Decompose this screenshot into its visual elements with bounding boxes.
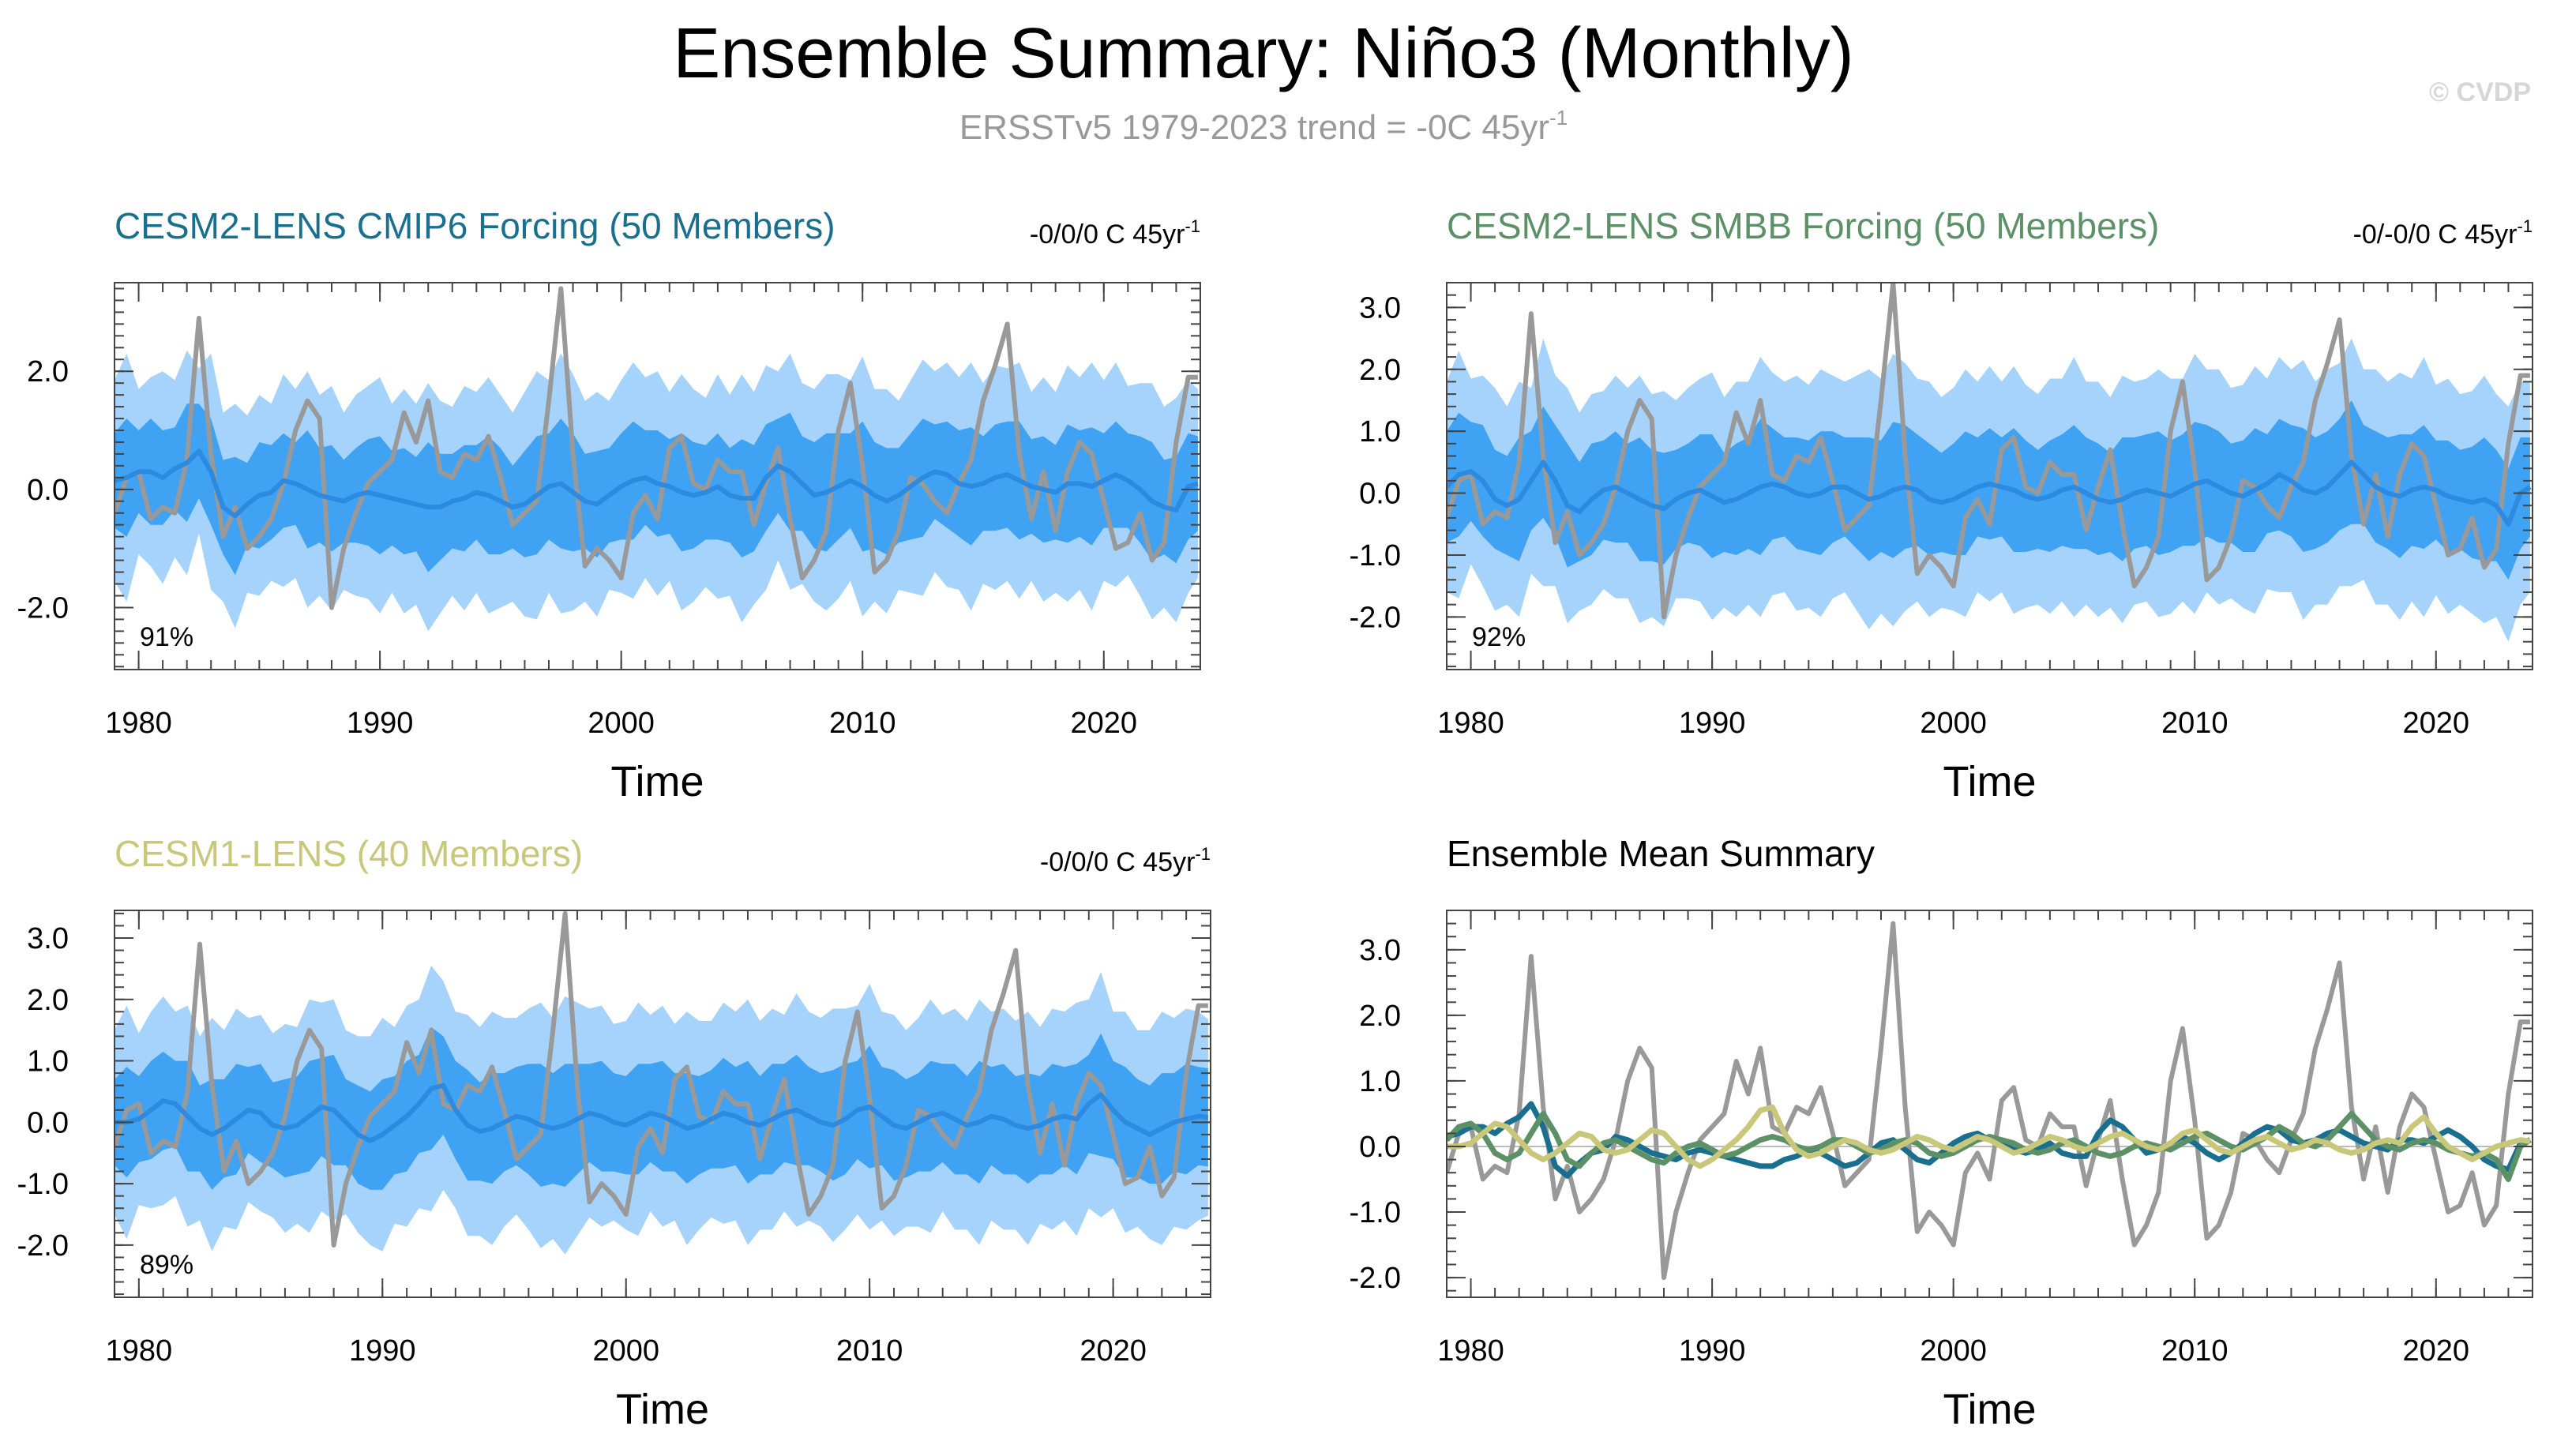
x-tick-label: 2010 xyxy=(836,1334,903,1368)
trend-label-cmip6: -0/0/0 C 45yr-1 xyxy=(1030,216,1200,250)
x-tick-label: 2000 xyxy=(588,707,655,740)
x-tick-label: 1980 xyxy=(105,707,172,740)
panel-summary: -2.0 -1.0 0.0 1.0 2.0 3.0 1980 1990 2000 2010 2020… xyxy=(1350,833,2533,1433)
y-tick-label: 1.0 xyxy=(1359,1065,1401,1098)
y-tick-label: -1.0 xyxy=(17,1168,69,1201)
y-tick-label: 2.0 xyxy=(1359,354,1401,387)
x-tick-label: 1980 xyxy=(106,1334,173,1368)
y-tick-label: -1.0 xyxy=(1350,1196,1401,1229)
x-tick-label: 2020 xyxy=(2403,1334,2470,1368)
observed-line-smbb xyxy=(1447,283,2530,620)
x-tick-label: 2020 xyxy=(1071,707,1138,740)
x-tick-label: 2000 xyxy=(1920,707,1987,740)
y-tick-label: -2.0 xyxy=(17,1229,69,1263)
y-tick-label: 0.0 xyxy=(27,1106,69,1139)
x-tick-label: 1990 xyxy=(349,1334,416,1368)
trend-label-main: -0/-0/0 C 45yr xyxy=(2353,220,2518,250)
y-tick-label: 0.0 xyxy=(1359,1131,1401,1164)
y-tick-label: 2.0 xyxy=(27,984,69,1017)
figure-subtitle-sup: -1 xyxy=(1549,106,1568,129)
y-tick-label: -2.0 xyxy=(1350,601,1401,634)
panel-title-smbb: CESM2-LENS SMBB Forcing (50 Members) xyxy=(1447,205,2159,246)
band-inner-smbb xyxy=(1447,400,2530,580)
x-tick-label: 1980 xyxy=(1437,707,1504,740)
trend-label-lens1: -0/0/0 C 45yr-1 xyxy=(1040,844,1211,877)
y-tick-label: 1.0 xyxy=(1359,415,1401,448)
y-tick-label: -2.0 xyxy=(17,591,69,625)
y-tick-label: -1.0 xyxy=(1350,539,1401,572)
y-tick-label: 1.0 xyxy=(27,1045,69,1079)
figure-title: Ensemble Summary: Niño3 (Monthly) xyxy=(673,14,1854,93)
observed-line-cmip6 xyxy=(115,286,1198,610)
panel-title-cmip6: CESM2-LENS CMIP6 Forcing (50 Members) xyxy=(115,205,835,246)
ensemble-mean-line-smbb xyxy=(1447,460,2532,527)
x-axis-title: Time xyxy=(1943,758,2037,805)
x-axis-title: Time xyxy=(611,758,704,805)
trend-label-main: -0/0/0 C 45yr xyxy=(1030,220,1185,250)
y-tick-label: 0.0 xyxy=(1359,478,1401,511)
x-tick-label: 1990 xyxy=(1679,1334,1746,1368)
y-tick-label: 3.0 xyxy=(1359,291,1401,325)
x-tick-label: 2020 xyxy=(1079,1334,1147,1368)
x-tick-label: 2010 xyxy=(829,707,896,740)
panel-title-summary: Ensemble Mean Summary xyxy=(1447,833,1875,874)
panel-cmip6: -2.0 0.0 2.0 1980 1990 2000 2010 2020 Time CESM2-… xyxy=(17,205,1201,805)
plot-area-smbb xyxy=(1447,283,2533,642)
band-inner-lens1 xyxy=(115,1026,1208,1190)
plot-frame-lens1 xyxy=(114,910,1211,1298)
x-tick-label: 2010 xyxy=(2161,707,2228,740)
trend-label-smbb: -0/-0/0 C 45yr-1 xyxy=(2353,216,2533,250)
y-tick-label: 0.0 xyxy=(27,474,69,507)
plot-frame-smbb xyxy=(1446,282,2533,670)
figure-subtitle-main: ERSSTv5 1979-2023 trend = -0C 45yr xyxy=(959,108,1549,147)
y-tick-label: 3.0 xyxy=(27,922,69,955)
panel-lens1: -2.0 -1.0 0.0 1.0 2.0 3.0 1980 1990 2000 2010 2020… xyxy=(17,833,1211,1433)
cvdp-watermark: © CVDP xyxy=(2429,77,2531,107)
panel-smbb: -2.0 -1.0 0.0 1.0 2.0 3.0 1980 1990 2000 2010 2020… xyxy=(1350,205,2533,805)
trend-label-sup: -1 xyxy=(1195,844,1211,864)
y-tick-label: -2.0 xyxy=(1350,1262,1401,1295)
trend-label-sup: -1 xyxy=(2517,216,2533,236)
percent-label-smbb: 92% xyxy=(1472,622,1526,652)
x-tick-label: 1980 xyxy=(1437,1334,1504,1368)
y-tick-label: 2.0 xyxy=(27,355,69,388)
panel-title-lens1: CESM1-LENS (40 Members) xyxy=(115,833,583,874)
plot-frame-summary xyxy=(1446,910,2533,1298)
observed-line-lens1 xyxy=(115,910,1208,1248)
ensemble-mean-line-cmip6 xyxy=(115,448,1199,519)
series-line-3 xyxy=(1447,1104,2531,1169)
trend-label-sup: -1 xyxy=(1185,216,1200,236)
plot-area-cmip6 xyxy=(115,286,1200,632)
ensemble-mean-line-lens1 xyxy=(115,1083,1209,1143)
percent-label-lens1: 89% xyxy=(140,1250,193,1280)
x-tick-label: 2020 xyxy=(2403,707,2470,740)
figure-subtitle: ERSSTv5 1979-2023 trend = -0C 45yr-1 xyxy=(959,106,1568,147)
x-tick-label: 1990 xyxy=(347,707,414,740)
band-inner-cmip6 xyxy=(115,403,1198,576)
trend-label-main: -0/0/0 C 45yr xyxy=(1040,847,1196,877)
y-tick-label: 3.0 xyxy=(1359,934,1401,967)
x-axis-title: Time xyxy=(1943,1386,2037,1433)
plot-area-lens1 xyxy=(115,910,1211,1255)
x-tick-label: 2010 xyxy=(2161,1334,2228,1368)
series-line-0 xyxy=(1447,921,2530,1281)
x-axis-title: Time xyxy=(616,1386,709,1433)
y-tick-label: 2.0 xyxy=(1359,1000,1401,1033)
x-tick-label: 2000 xyxy=(1920,1334,1987,1368)
chart-panels: -2.0 0.0 2.0 1980 1990 2000 2010 2020 Time CESM2-… xyxy=(17,205,2533,1433)
x-tick-label: 2000 xyxy=(592,1334,659,1368)
percent-label-cmip6: 91% xyxy=(140,622,193,652)
plot-frame-cmip6 xyxy=(114,282,1201,670)
plot-area-summary xyxy=(1447,921,2533,1281)
x-tick-label: 1990 xyxy=(1679,707,1746,740)
